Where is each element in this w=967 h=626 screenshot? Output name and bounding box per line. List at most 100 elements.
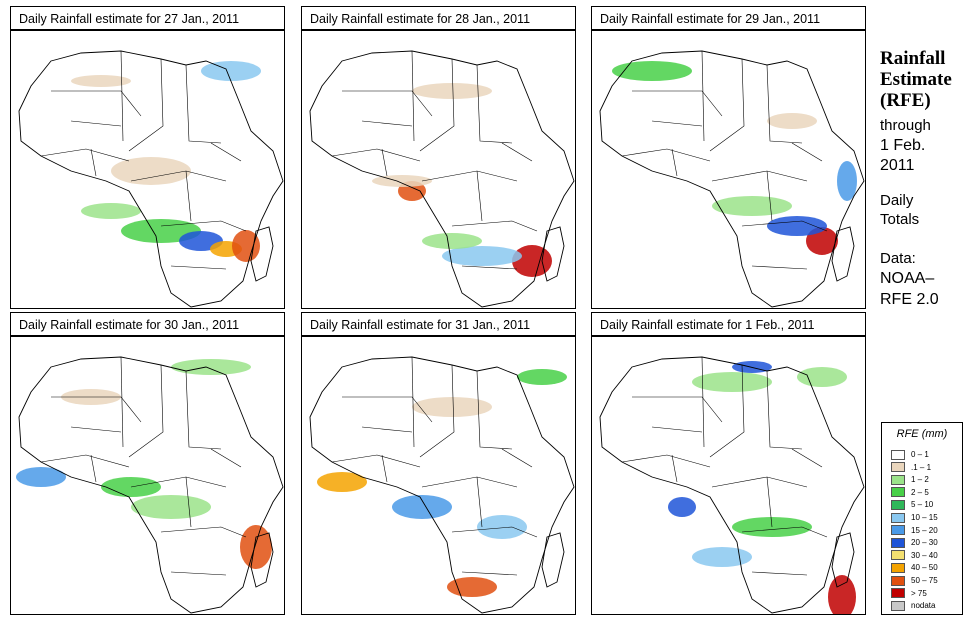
legend-item: 40 – 50: [891, 562, 938, 573]
country-border: [451, 220, 538, 232]
legend-label: > 75: [911, 588, 927, 598]
legend-label: 1 – 2: [911, 475, 929, 485]
country-border: [701, 50, 705, 142]
country-border: [411, 356, 415, 448]
country-border: [709, 364, 745, 458]
country-border: [632, 396, 723, 423]
legend-item: .1 – 1: [891, 462, 931, 473]
rainfall-area: [442, 246, 522, 266]
country-border: [461, 265, 518, 270]
panel-title: Daily Rainfall estimate for 27 Jan., 201…: [10, 6, 285, 30]
country-border: [381, 148, 388, 177]
legend-label: 10 – 15: [911, 513, 938, 522]
legend-item: 1 – 2: [891, 474, 929, 485]
legend-swatch: [891, 474, 905, 485]
sidebar-title: Rainfall Estimate (RFE): [880, 48, 966, 111]
country-border: [501, 448, 533, 468]
legend-swatch: [891, 588, 905, 599]
coastline: [18, 50, 284, 308]
legend-label: 40 – 50: [911, 563, 938, 573]
rainfall-area: [692, 547, 752, 567]
legend-swatch: [891, 462, 905, 473]
map-canvas: [309, 356, 575, 614]
map-canvas: [18, 50, 284, 308]
legend-item: 5 – 10: [891, 499, 933, 510]
country-border: [476, 170, 483, 222]
country-border: [476, 476, 483, 528]
country-border: [741, 526, 828, 538]
rainfall-area: [232, 230, 260, 262]
map-panel-30-jan: Daily Rainfall estimate for 30 Jan., 201…: [10, 312, 287, 617]
daily-label: Daily: [880, 192, 914, 209]
rainfall-area: [392, 495, 452, 519]
legend-label: 20 – 30: [911, 538, 938, 548]
country-border: [766, 64, 803, 144]
rainfall-area: [828, 575, 856, 614]
country-border: [476, 370, 513, 450]
map-panel-1-feb: Daily Rainfall estimate for 1 Feb., 2011: [591, 312, 868, 617]
rainfall-area: [317, 472, 367, 492]
legend-item: 20 – 30: [891, 537, 938, 548]
coastline: [541, 226, 565, 282]
country-border: [709, 58, 745, 152]
panel-title: Daily Rainfall estimate for 1 Feb., 2011: [591, 312, 866, 336]
rainfall-area: [612, 61, 692, 81]
country-border: [621, 148, 711, 162]
source-line: RFE 2.0: [880, 291, 939, 308]
country-border: [70, 120, 122, 127]
rainfall-area: [767, 113, 817, 129]
legend-label: 2 – 5: [911, 487, 929, 497]
rainfall-area: [171, 359, 251, 375]
rainfall-area: [512, 245, 552, 277]
legend-item: nodata: [891, 600, 935, 611]
country-border: [791, 448, 823, 468]
country-border: [411, 50, 415, 142]
country-border: [51, 90, 142, 117]
title-line: (RFE): [880, 90, 931, 111]
country-border: [651, 426, 703, 433]
date-line: 2011: [880, 157, 915, 174]
country-border: [331, 148, 421, 162]
country-border: [361, 120, 413, 127]
rainfall-map: [10, 30, 285, 309]
legend-label: 0 – 1: [911, 450, 929, 459]
country-border: [51, 396, 142, 423]
country-border: [419, 58, 455, 152]
legend-item: 15 – 20: [891, 525, 938, 536]
legend: RFE (mm) 0 – 1 .1 – 1 1 – 2 2 – 5 5 – 10 10 –…: [881, 422, 963, 615]
coastline: [599, 356, 865, 614]
legend-item: 2 – 5: [891, 487, 929, 498]
legend-label: 30 – 40: [911, 550, 938, 560]
rainfall-area: [477, 515, 527, 539]
country-border: [501, 142, 533, 162]
rainfall-area: [797, 367, 847, 387]
legend-swatch: [891, 550, 905, 561]
country-border: [120, 356, 124, 448]
country-border: [476, 64, 513, 144]
rainfall-area: [422, 233, 482, 249]
country-border: [766, 370, 803, 450]
country-border: [210, 142, 242, 162]
country-border: [160, 220, 247, 232]
country-border: [40, 148, 130, 162]
legend-label: 15 – 20: [911, 525, 938, 535]
country-border: [40, 454, 130, 468]
title-line: Estimate: [880, 69, 952, 90]
legend-label: 50 – 75: [911, 576, 938, 585]
country-border: [210, 448, 242, 468]
legend-item: 50 – 75: [891, 575, 938, 586]
map-panel-27-jan: Daily Rainfall estimate for 27 Jan., 201…: [10, 6, 287, 311]
map-panel-28-jan: Daily Rainfall estimate for 28 Jan., 201…: [301, 6, 578, 311]
rainfall-area: [131, 495, 211, 519]
coastline: [250, 532, 274, 588]
rainfall-map: [301, 336, 576, 615]
country-border: [741, 220, 828, 232]
rainfall-area: [517, 369, 567, 385]
country-border: [120, 50, 124, 142]
legend-item: 30 – 40: [891, 550, 938, 561]
legend-swatch: [891, 575, 905, 586]
country-border: [461, 571, 518, 576]
map-canvas: [599, 50, 865, 308]
rainfall-area: [767, 216, 827, 236]
coastline: [599, 50, 865, 308]
